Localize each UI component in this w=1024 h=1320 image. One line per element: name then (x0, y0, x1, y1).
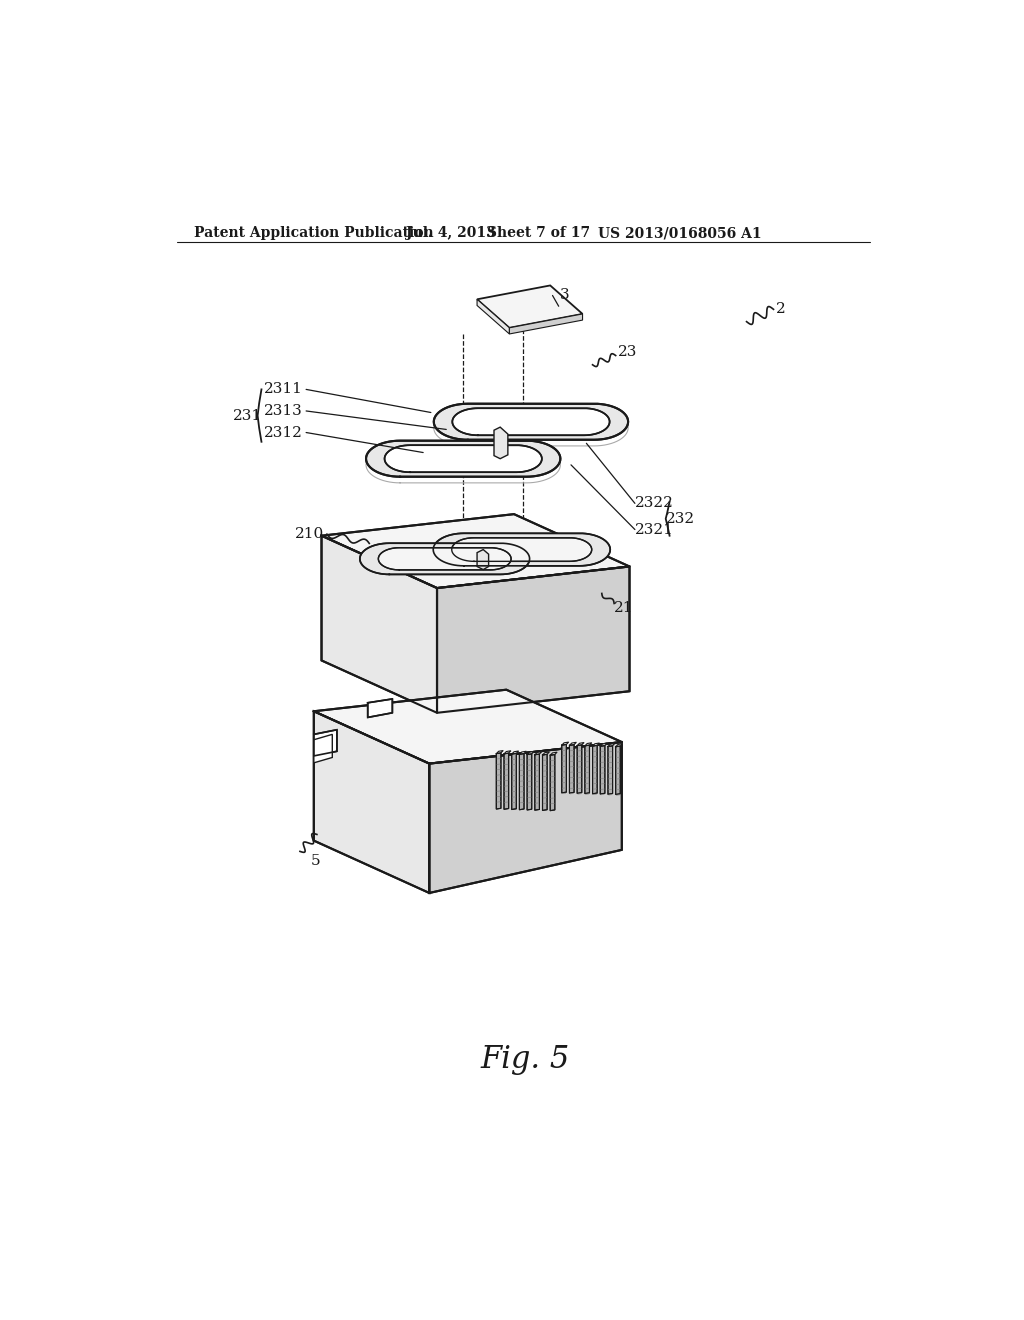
Polygon shape (535, 754, 540, 810)
Polygon shape (322, 536, 437, 713)
Polygon shape (378, 548, 511, 570)
Text: 3: 3 (560, 289, 569, 302)
Polygon shape (578, 744, 582, 793)
Polygon shape (368, 700, 392, 718)
Polygon shape (535, 751, 542, 755)
Text: 2: 2 (776, 302, 786, 317)
Polygon shape (615, 743, 623, 747)
Polygon shape (550, 752, 557, 755)
Polygon shape (453, 408, 609, 436)
Text: Fig. 5: Fig. 5 (480, 1044, 569, 1074)
Polygon shape (519, 751, 526, 754)
Text: 5: 5 (310, 854, 321, 867)
Polygon shape (562, 744, 566, 793)
Polygon shape (313, 711, 429, 892)
Polygon shape (434, 404, 628, 440)
Polygon shape (512, 751, 518, 754)
Polygon shape (615, 746, 621, 795)
Polygon shape (527, 751, 535, 755)
Polygon shape (550, 755, 555, 810)
Polygon shape (477, 300, 509, 334)
Polygon shape (433, 533, 610, 566)
Polygon shape (494, 428, 508, 459)
Polygon shape (519, 754, 524, 809)
Polygon shape (452, 537, 592, 561)
Polygon shape (569, 744, 574, 793)
Polygon shape (322, 515, 630, 589)
Polygon shape (385, 445, 542, 473)
Polygon shape (562, 742, 568, 744)
Polygon shape (504, 754, 509, 809)
Text: Sheet 7 of 17: Sheet 7 of 17 (487, 226, 590, 240)
Polygon shape (313, 734, 333, 763)
Text: 23: 23 (618, 346, 638, 359)
Polygon shape (585, 744, 590, 793)
Polygon shape (429, 742, 622, 892)
Polygon shape (608, 743, 614, 747)
Polygon shape (512, 754, 516, 809)
Polygon shape (543, 754, 547, 810)
Polygon shape (437, 566, 630, 713)
Polygon shape (504, 751, 511, 754)
Text: 2311: 2311 (263, 383, 302, 396)
Polygon shape (608, 746, 612, 795)
Polygon shape (527, 754, 531, 810)
Text: 232: 232 (666, 512, 695, 525)
Text: 2322: 2322 (635, 496, 674, 511)
Polygon shape (600, 746, 605, 795)
Polygon shape (497, 752, 501, 809)
Polygon shape (313, 689, 622, 763)
Polygon shape (569, 742, 577, 746)
Polygon shape (359, 544, 529, 574)
Polygon shape (578, 743, 584, 746)
Polygon shape (593, 746, 597, 793)
Polygon shape (585, 743, 592, 746)
Polygon shape (366, 441, 560, 477)
Text: 2313: 2313 (263, 404, 302, 418)
Text: 2321: 2321 (635, 523, 674, 536)
Polygon shape (497, 751, 503, 754)
Polygon shape (509, 314, 583, 334)
Text: 2312: 2312 (263, 425, 302, 440)
Text: 231: 231 (233, 409, 262, 422)
Text: Patent Application Publication: Patent Application Publication (194, 226, 433, 240)
Polygon shape (600, 743, 607, 746)
Text: 210: 210 (295, 527, 324, 541)
Polygon shape (313, 730, 337, 756)
Polygon shape (477, 549, 488, 570)
Text: 21: 21 (613, 601, 633, 615)
Polygon shape (477, 285, 583, 327)
Polygon shape (593, 743, 599, 746)
Polygon shape (543, 752, 550, 755)
Text: US 2013/0168056 A1: US 2013/0168056 A1 (598, 226, 762, 240)
Text: Jul. 4, 2013: Jul. 4, 2013 (407, 226, 496, 240)
